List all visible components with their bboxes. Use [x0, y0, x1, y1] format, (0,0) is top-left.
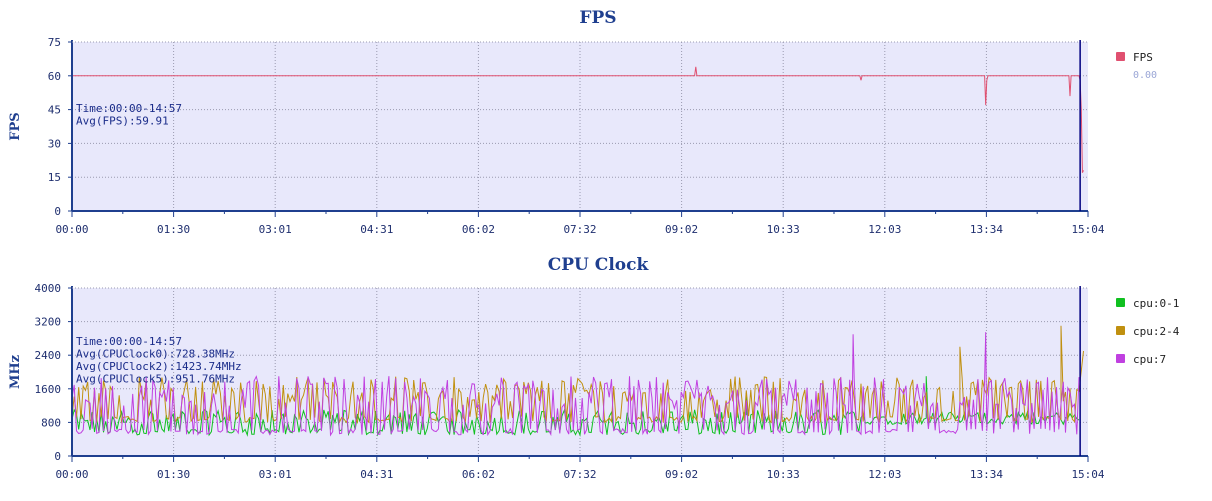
chart-cpu-clock: CPU Clock 0 800 1600 2400 3200 4000 00:00 01:30 0…	[8, 255, 1180, 481]
x-tick-label: 01:30	[157, 468, 190, 481]
y-axis-label: FPS	[8, 112, 23, 140]
y-tick-label: 15	[48, 171, 61, 184]
x-tick-label: 12:03	[868, 468, 901, 481]
legend-label: FPS	[1133, 51, 1153, 64]
x-tick-label: 13:34	[970, 468, 1003, 481]
y-tick-label: 45	[48, 104, 61, 117]
x-tick-label: 13:34	[970, 223, 1003, 236]
y-tick-label: 3200	[35, 316, 62, 329]
stats-annotation: Avg(CPUClock5):951.76MHz	[76, 373, 235, 386]
y-tick-label: 2400	[35, 349, 62, 362]
x-tick-label: 01:30	[157, 223, 190, 236]
legend-swatch	[1116, 326, 1125, 335]
chart-fps: FPS 0 15 30 45 60 75 00:00 01:30 03:01 04:31 06:02 0…	[8, 8, 1157, 236]
series-line-cpu-2-4	[71, 325, 1084, 425]
x-tick-label: 00:00	[55, 223, 88, 236]
x-tick-label: 03:01	[259, 223, 292, 236]
stats-annotation: Avg(CPUClock2):1423.74MHz	[76, 360, 242, 373]
y-tick-label: 4000	[35, 282, 62, 295]
x-tick-label: 09:02	[665, 468, 698, 481]
chart-title: FPS	[579, 8, 616, 28]
x-tick-label: 03:01	[259, 468, 292, 481]
x-tick-label: 04:31	[360, 223, 393, 236]
y-tick-label: 800	[41, 416, 61, 429]
x-tick-label: 10:33	[767, 223, 800, 236]
legend-swatch	[1116, 52, 1125, 61]
y-axis-label: MHz	[8, 355, 23, 389]
x-tick-label: 07:32	[563, 468, 596, 481]
stats-annotation: Avg(CPUClock0):728.38MHz	[76, 348, 235, 361]
x-tick-label: 04:31	[360, 468, 393, 481]
y-tick-label: 1600	[35, 383, 62, 396]
legend-swatch	[1116, 354, 1125, 363]
series-line-cpu-7	[71, 332, 1080, 437]
legend-swatch	[1116, 298, 1125, 307]
x-tick-label: 00:00	[55, 468, 88, 481]
x-tick-label: 12:03	[868, 223, 901, 236]
y-tick-label: 75	[48, 36, 61, 49]
chart-title: CPU Clock	[548, 255, 650, 275]
x-tick-label: 15:04	[1071, 468, 1104, 481]
x-tick-label: 06:02	[462, 468, 495, 481]
legend-label: cpu:0-1	[1133, 297, 1179, 310]
legend-value: 0.00	[1133, 70, 1157, 81]
x-tick-label: 09:02	[665, 223, 698, 236]
stats-annotation: Time:00:00-14:57	[76, 102, 182, 115]
y-tick-label: 30	[48, 137, 61, 150]
x-tick-label: 07:32	[563, 223, 596, 236]
stats-annotation: Time:00:00-14:57	[76, 335, 182, 348]
y-tick-label: 0	[54, 450, 61, 463]
legend-label: cpu:2-4	[1133, 325, 1180, 338]
stats-annotation: Avg(FPS):59.91	[76, 115, 169, 128]
legend-label: cpu:7	[1133, 353, 1166, 366]
x-tick-label: 15:04	[1071, 223, 1104, 236]
x-tick-label: 10:33	[767, 468, 800, 481]
x-tick-label: 06:02	[462, 223, 495, 236]
y-tick-label: 0	[54, 205, 61, 218]
y-tick-label: 60	[48, 70, 61, 83]
